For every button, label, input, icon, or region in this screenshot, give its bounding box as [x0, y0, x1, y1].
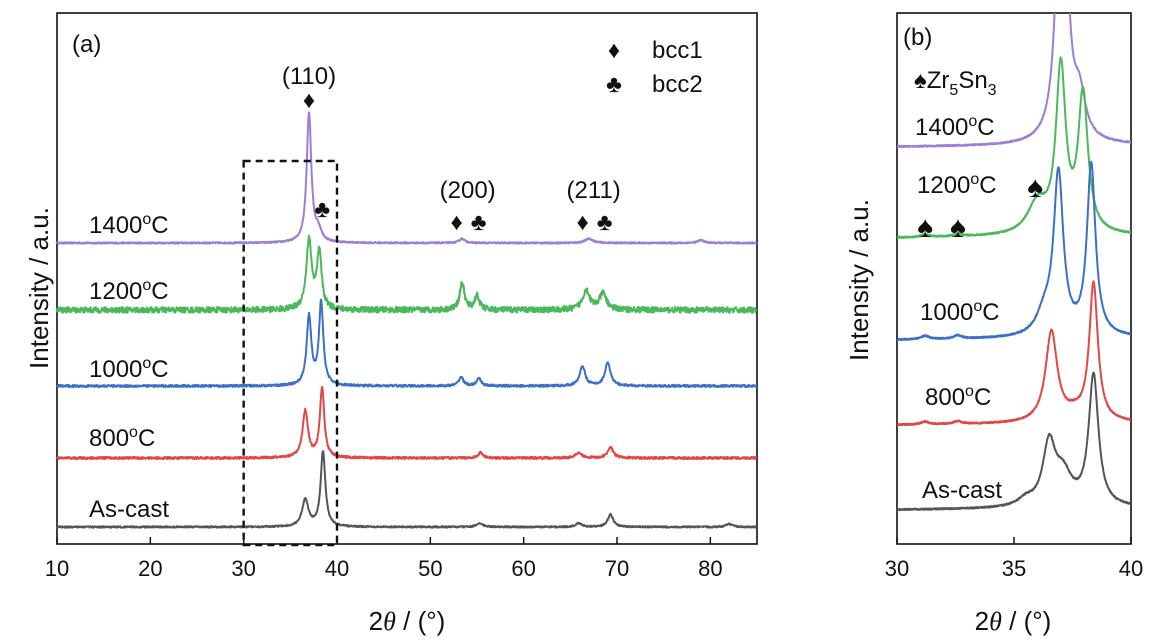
x-tick-label: 30: [231, 556, 255, 581]
legend-entry: ♠Zr5Sn3: [914, 67, 997, 99]
panel-a-legend: ♦ bcc1 ♣ bcc2: [606, 37, 703, 98]
peak-symbol: ♣: [597, 209, 613, 236]
peak-symbol: ♦: [451, 209, 463, 236]
peak-label: (200): [440, 177, 496, 204]
series-line-0: [897, 13, 1131, 149]
series-label: 800oC: [925, 383, 991, 411]
x-tick-label: 50: [418, 556, 442, 581]
panel-a-chart: 10 20 30 40 50 60 70 80 (a) ♦ bcc1♣ bcc2 (110)♦(2…: [24, 12, 758, 636]
panel-a-frame: [56, 12, 758, 545]
x-tick-label: 35: [1002, 556, 1026, 581]
x-tick-label: 10: [45, 556, 69, 581]
series-label: 1200oC: [89, 277, 169, 305]
panel-a-xlabel: 2θ / (°): [369, 606, 446, 636]
panel-a-curves: [56, 111, 758, 529]
peak-symbol: ♦: [303, 87, 315, 114]
peak-symbol: ♣: [314, 196, 330, 223]
panel-a-peak-annotations: (110)♦(200)♦ ♣(211)♦ ♣♣: [282, 63, 621, 236]
series-label: 1400oC: [89, 211, 169, 239]
peak-label: (110): [282, 63, 336, 90]
x-tick-label: 40: [1119, 556, 1143, 581]
series-line-4: [897, 371, 1131, 512]
x-tick-label: 20: [138, 556, 162, 581]
panel-a-series-labels: 1400oC 1200oC 1000oC 800oC As-cast: [89, 211, 169, 523]
panel-b-series-labels: 1400oC 1200oC 1000oC 800oC As-cast: [915, 113, 1002, 504]
panel-a-label: (a): [72, 31, 101, 58]
series-label: As-cast: [89, 496, 169, 523]
series-label: 1400oC: [915, 113, 995, 141]
panel-a-highlight-box: [242, 159, 339, 547]
panel-b-label: (b): [903, 24, 932, 51]
series-line-4: [56, 450, 758, 529]
legend-symbol: ♦: [608, 37, 620, 64]
series-line-1: [56, 234, 758, 314]
series-label: As-cast: [922, 477, 1002, 504]
series-label: 1200oC: [917, 171, 997, 199]
series-line-3: [897, 280, 1131, 427]
x-tick-label: 60: [511, 556, 535, 581]
legend-label: bcc2: [652, 71, 703, 98]
panel-a-ticks: 10 20 30 40 50 60 70 80: [45, 537, 723, 581]
x-tick-label: 70: [605, 556, 629, 581]
spade-marker: ♠: [1027, 171, 1043, 204]
panel-b-ticks: 30 35 40: [885, 537, 1143, 581]
panel-b-xlabel: 2θ / (°): [975, 606, 1052, 636]
spade-marker: ♠: [950, 211, 966, 244]
panel-b-ylabel: Intensity / a.u.: [844, 199, 874, 361]
peak-label: (211): [567, 177, 621, 204]
panel-b-spade-markers: ♠ ♠ ♠: [917, 171, 1043, 244]
series-line-2: [56, 298, 758, 389]
panel-b-legend: ♠Zr5Sn3: [914, 67, 997, 99]
panel-a-ylabel: Intensity / a.u.: [24, 207, 54, 369]
panel-b-curves: [897, 13, 1131, 512]
series-line-0: [56, 111, 758, 245]
peak-symbol: ♦: [577, 209, 589, 236]
x-tick-label: 80: [698, 556, 722, 581]
series-line-2: [897, 160, 1131, 342]
series-line-1: [897, 56, 1131, 239]
spade-marker: ♠: [917, 211, 933, 244]
series-label: 1000oC: [920, 298, 1000, 326]
series-label: 800oC: [89, 424, 155, 452]
x-tick-label: 40: [325, 556, 349, 581]
panel-b-chart: 30 35 40 (b) ♠Zr5Sn3 ♠ ♠ ♠ 1400oC 1200oC 1000o…: [844, 12, 1143, 636]
legend-label: bcc1: [652, 37, 703, 64]
peak-symbol: ♣: [471, 209, 487, 236]
x-tick-label: 30: [885, 556, 909, 581]
legend-symbol: ♣: [606, 71, 622, 98]
series-label: 1000oC: [89, 355, 169, 383]
series-line-3: [56, 385, 758, 461]
